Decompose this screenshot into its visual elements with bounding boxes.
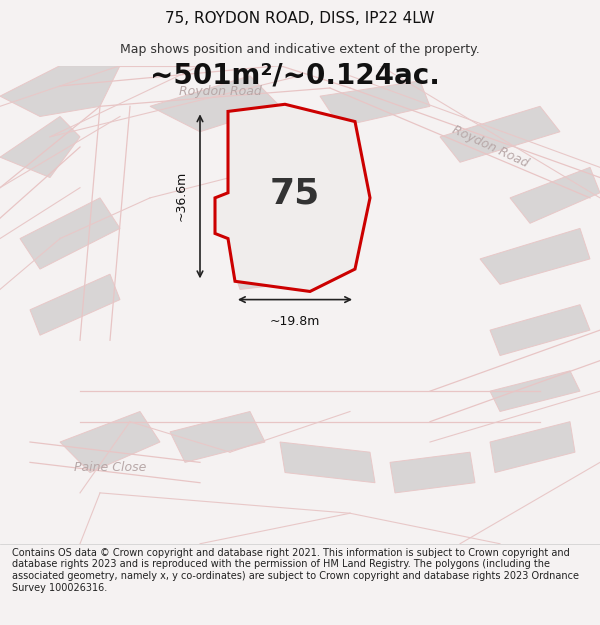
Polygon shape <box>440 106 560 162</box>
Polygon shape <box>30 274 120 335</box>
Polygon shape <box>0 66 120 116</box>
Text: 75: 75 <box>270 176 320 211</box>
Text: ~19.8m: ~19.8m <box>270 315 320 328</box>
Text: Roydon Road: Roydon Road <box>179 84 262 98</box>
Polygon shape <box>280 442 375 483</box>
Polygon shape <box>60 411 160 472</box>
Polygon shape <box>215 104 370 291</box>
Polygon shape <box>230 244 330 289</box>
Polygon shape <box>150 76 280 132</box>
Polygon shape <box>390 452 475 493</box>
Text: Paine Close: Paine Close <box>74 461 146 474</box>
Polygon shape <box>320 81 430 127</box>
Polygon shape <box>490 422 575 472</box>
Polygon shape <box>490 304 590 356</box>
Text: Contains OS data © Crown copyright and database right 2021. This information is : Contains OS data © Crown copyright and d… <box>12 548 579 592</box>
Polygon shape <box>490 371 580 411</box>
Text: ~36.6m: ~36.6m <box>175 171 188 221</box>
Polygon shape <box>480 228 590 284</box>
Text: 75, ROYDON ROAD, DISS, IP22 4LW: 75, ROYDON ROAD, DISS, IP22 4LW <box>165 11 435 26</box>
Polygon shape <box>0 116 80 178</box>
Text: Map shows position and indicative extent of the property.: Map shows position and indicative extent… <box>120 42 480 56</box>
Polygon shape <box>510 168 600 223</box>
Polygon shape <box>170 411 265 462</box>
Text: ~501m²/~0.124ac.: ~501m²/~0.124ac. <box>150 62 440 90</box>
FancyBboxPatch shape <box>0 66 600 544</box>
Text: Roydon Road: Roydon Road <box>450 124 530 171</box>
Polygon shape <box>20 198 120 269</box>
